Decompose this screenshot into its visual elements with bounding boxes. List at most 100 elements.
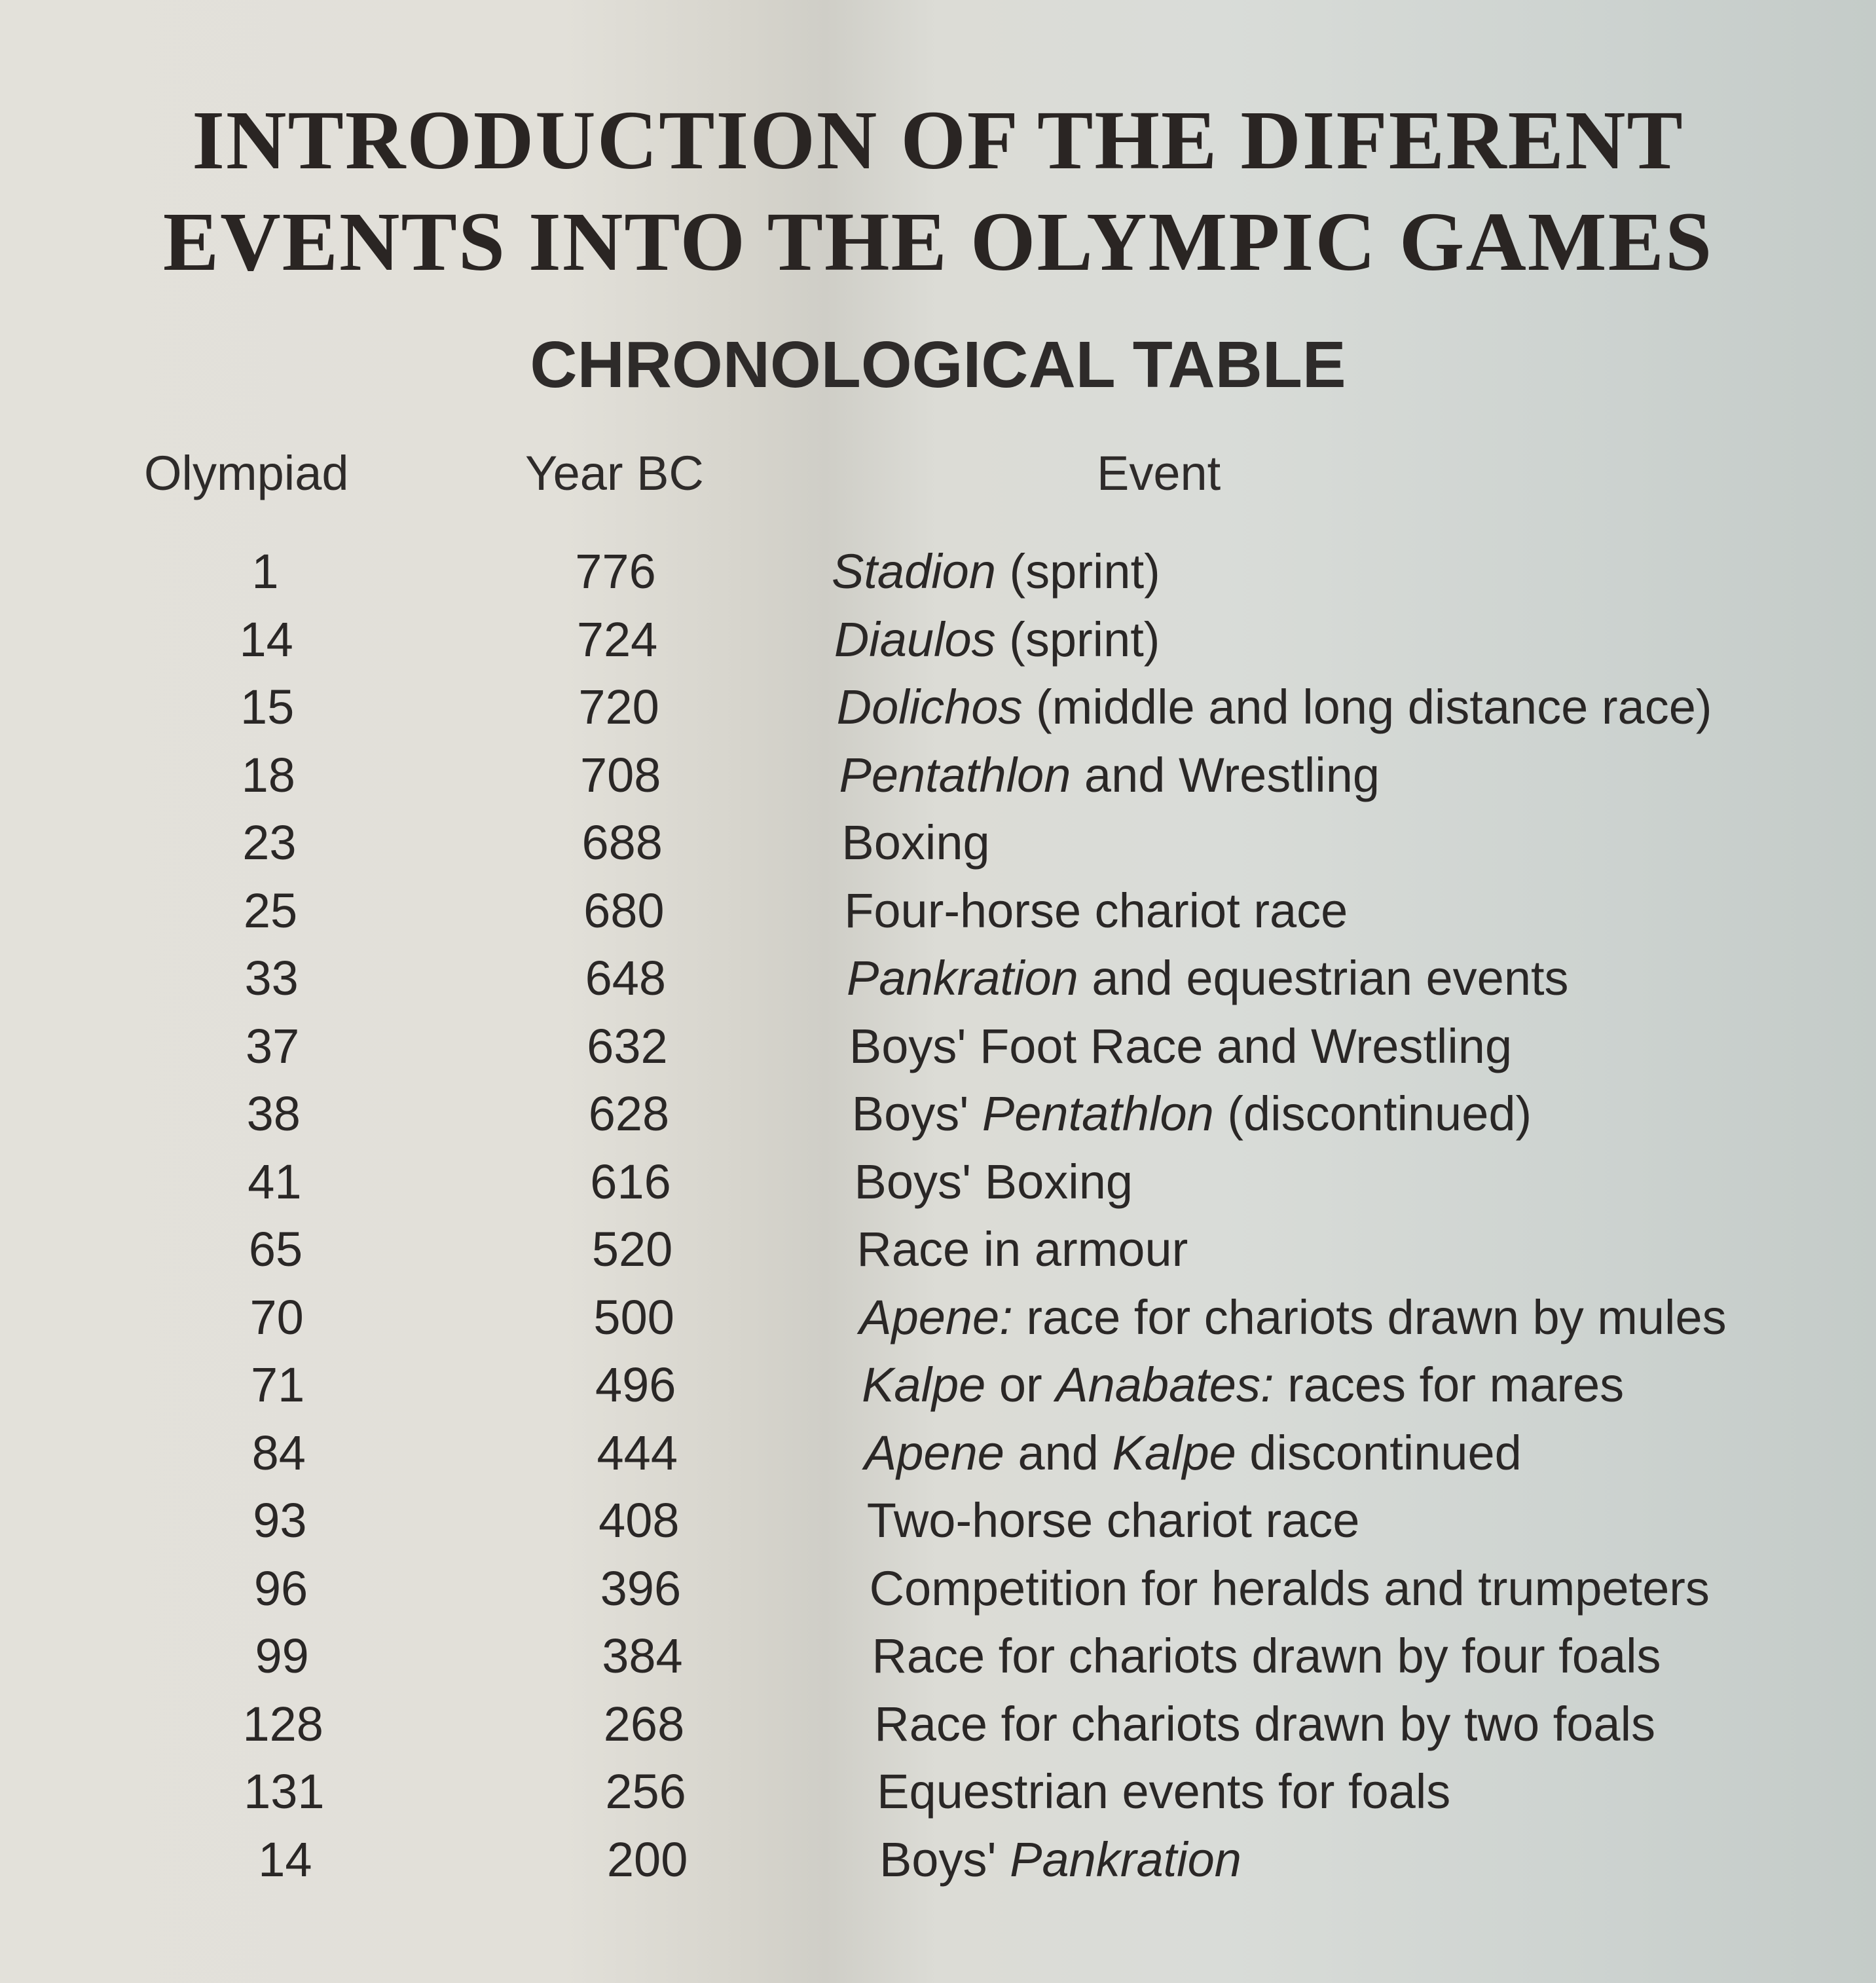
event-term-italic: Kalpe bbox=[1112, 1425, 1236, 1480]
event-text: Boys' bbox=[851, 1086, 982, 1141]
year-cell: 256 bbox=[605, 1764, 686, 1819]
olympiad-cell: 18 bbox=[241, 747, 295, 802]
event-text: Equestrian events for foals bbox=[877, 1764, 1451, 1819]
table-row: 96 396 Competition for heralds and trumpet… bbox=[0, 1561, 1876, 1626]
olympiad-cell: 128 bbox=[242, 1696, 323, 1751]
event-cell: Pankration and equestrian events bbox=[847, 950, 1569, 1006]
event-text: Competition for heralds and trumpeters bbox=[869, 1561, 1710, 1616]
event-cell: Apene: race for chariots drawn by mules bbox=[859, 1289, 1726, 1345]
year-cell: 268 bbox=[603, 1696, 685, 1751]
event-text: Boys' Foot Race and Wrestling bbox=[849, 1018, 1513, 1073]
year-cell: 680 bbox=[583, 883, 665, 938]
event-text: Race in armour bbox=[856, 1222, 1188, 1276]
olympiad-cell: 15 bbox=[240, 680, 295, 734]
event-cell: Boxing bbox=[841, 815, 989, 870]
year-cell: 628 bbox=[588, 1086, 670, 1141]
event-term-italic: Apene bbox=[864, 1425, 1004, 1480]
olympiad-cell: 1 bbox=[251, 544, 279, 599]
event-cell: Equestrian events for foals bbox=[877, 1764, 1450, 1819]
event-text: Four-horse chariot race bbox=[844, 883, 1348, 938]
table-row: 15 720 Dolichos (middle and long distance … bbox=[0, 679, 1876, 745]
event-cell: Four-horse chariot race bbox=[844, 883, 1348, 938]
title-line-2: EVENTS INTO THE OLYMPIC GAMES bbox=[162, 195, 1714, 288]
event-cell: Race for chariots drawn by four foals bbox=[872, 1628, 1661, 1684]
event-text: race for chariots drawn by mules bbox=[1012, 1289, 1727, 1344]
event-text: (middle and long distance race) bbox=[1022, 680, 1712, 734]
event-cell: Boys' Pankration bbox=[879, 1832, 1241, 1887]
event-cell: Two-horse chariot race bbox=[867, 1492, 1360, 1548]
event-text: (discontinued) bbox=[1213, 1086, 1532, 1141]
event-text: and bbox=[1004, 1425, 1113, 1480]
event-cell: Race for chariots drawn by two foals bbox=[874, 1696, 1655, 1752]
table-row: 25 680 Four-horse chariot race bbox=[0, 883, 1876, 948]
table-row: 70 500 Apene: race for chariots drawn by m… bbox=[0, 1289, 1876, 1355]
event-text: races for mares bbox=[1274, 1358, 1625, 1412]
event-text: and Wrestling bbox=[1071, 747, 1380, 802]
event-cell: Stadion (sprint) bbox=[832, 544, 1160, 599]
year-cell: 688 bbox=[581, 815, 663, 870]
event-cell: Kalpe or Anabates: races for mares bbox=[862, 1357, 1624, 1413]
event-term-italic: Pankration bbox=[1010, 1832, 1241, 1887]
table-row: 37 632 Boys' Foot Race and Wrestling bbox=[0, 1018, 1876, 1084]
event-cell: Boys' Pentathlon (discontinued) bbox=[852, 1086, 1532, 1141]
olympiad-cell: 33 bbox=[244, 951, 299, 1005]
table-row: 14 200 Boys' Pankration bbox=[0, 1832, 1876, 1897]
table-row: 1 776 Stadion (sprint) bbox=[0, 544, 1876, 609]
event-term-italic: Pentathlon bbox=[839, 747, 1071, 802]
olympiad-cell: 71 bbox=[251, 1358, 305, 1412]
table-row: 38 628 Boys' Pentathlon (discontinued) bbox=[0, 1086, 1876, 1151]
event-cell: Dolichos (middle and long distance race) bbox=[837, 679, 1712, 735]
olympiad-cell: 41 bbox=[248, 1154, 302, 1209]
table-row: 99 384 Race for chariots drawn by four foa… bbox=[0, 1628, 1876, 1694]
olympiad-cell: 38 bbox=[246, 1086, 301, 1141]
event-cell: Diaulos (sprint) bbox=[834, 612, 1160, 667]
event-cell: Boys' Foot Race and Wrestling bbox=[849, 1018, 1512, 1074]
event-term-italic: Kalpe bbox=[862, 1358, 986, 1412]
event-cell: Pentathlon and Wrestling bbox=[839, 747, 1380, 803]
olympiad-cell: 96 bbox=[253, 1561, 308, 1616]
event-cell: Apene and Kalpe discontinued bbox=[864, 1425, 1522, 1481]
table-row: 128 268 Race for chariots drawn by two foa… bbox=[0, 1696, 1876, 1762]
table-row: 41 616 Boys' Boxing bbox=[0, 1154, 1876, 1219]
event-text: (sprint) bbox=[995, 612, 1160, 667]
year-cell: 708 bbox=[579, 747, 661, 802]
table-row: 33 648 Pankration and equestrian events bbox=[0, 950, 1876, 1016]
event-text: Race for chariots drawn by two foals bbox=[874, 1696, 1656, 1751]
table-row: 23 688 Boxing bbox=[0, 815, 1876, 880]
year-cell: 500 bbox=[593, 1289, 674, 1344]
event-text: and equestrian events bbox=[1078, 951, 1569, 1005]
header-year: Year BC bbox=[525, 446, 704, 500]
olympiad-cell: 84 bbox=[251, 1425, 306, 1480]
table-row: 84 444 Apene and Kalpe discontinued bbox=[0, 1425, 1876, 1491]
year-cell: 520 bbox=[591, 1222, 673, 1276]
year-cell: 384 bbox=[602, 1629, 683, 1683]
year-cell: 720 bbox=[578, 680, 659, 734]
event-term-italic: Apene: bbox=[859, 1289, 1013, 1344]
year-cell: 776 bbox=[575, 544, 656, 599]
event-cell: Competition for heralds and trumpeters bbox=[870, 1561, 1710, 1616]
olympiad-cell: 23 bbox=[242, 815, 297, 870]
table-row: 93 408 Two-horse chariot race bbox=[0, 1492, 1876, 1558]
event-term-italic: Pentathlon bbox=[982, 1086, 1214, 1141]
header-olympiad: Olympiad bbox=[144, 446, 349, 500]
event-term-italic: Diaulos bbox=[834, 612, 996, 667]
event-text: Race for chariots drawn by four foals bbox=[872, 1629, 1661, 1683]
olympiad-cell: 99 bbox=[255, 1629, 309, 1683]
event-text: (sprint) bbox=[995, 544, 1160, 599]
subtitle: CHRONOLOGICAL TABLE bbox=[530, 328, 1346, 401]
event-text: Boys' bbox=[879, 1832, 1010, 1887]
event-text: Boys' Boxing bbox=[854, 1154, 1133, 1209]
year-cell: 200 bbox=[606, 1832, 688, 1887]
event-term-italic: Pankration bbox=[847, 951, 1078, 1005]
event-term-italic: Dolichos bbox=[836, 680, 1023, 734]
event-cell: Race in armour bbox=[856, 1221, 1188, 1277]
event-text: Boxing bbox=[841, 815, 990, 870]
olympiad-cell: 25 bbox=[243, 883, 298, 938]
olympiad-cell: 70 bbox=[249, 1289, 304, 1344]
table-row: 65 520 Race in armour bbox=[0, 1221, 1876, 1287]
table-row: 14 724 Diaulos (sprint) bbox=[0, 612, 1876, 677]
table-row: 131 256 Equestrian events for foals bbox=[0, 1764, 1876, 1829]
year-cell: 632 bbox=[587, 1018, 668, 1073]
year-cell: 724 bbox=[576, 612, 658, 667]
event-text: discontinued bbox=[1236, 1425, 1522, 1480]
